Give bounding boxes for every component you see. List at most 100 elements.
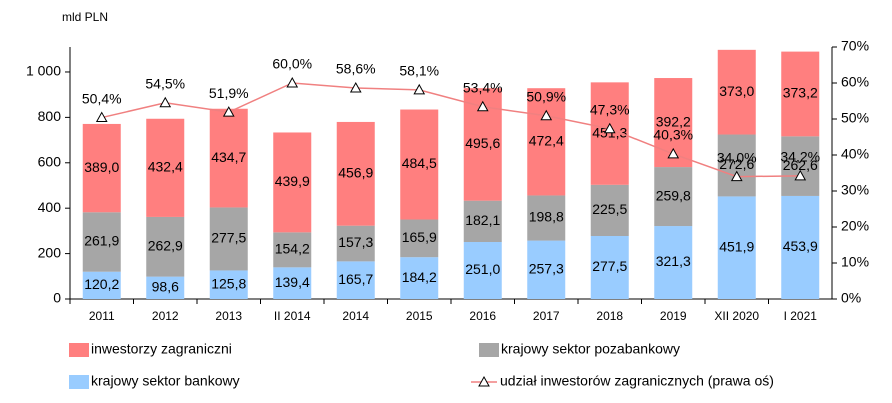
- line-value-label: 58,6%: [336, 61, 376, 77]
- line-marker: [95, 111, 108, 123]
- value-label: 125,8: [211, 275, 246, 291]
- bar-segment: [717, 49, 756, 135]
- bar-segment: [717, 134, 756, 197]
- value-label: 225,5: [592, 201, 627, 217]
- bar-segment: [527, 240, 566, 299]
- bar-segment: [336, 121, 375, 226]
- bar-segment: [146, 118, 185, 217]
- value-label: 154,2: [275, 241, 310, 257]
- line-value-label: 34,2%: [780, 149, 820, 165]
- line-value-label: 50,4%: [82, 90, 122, 106]
- value-label: 373,2: [783, 85, 818, 101]
- bar-segment: [82, 123, 121, 213]
- bar-segment: [400, 109, 439, 220]
- bar-segment: [146, 276, 185, 299]
- bar-segment: [273, 267, 312, 299]
- y-axis-label: mld PLN: [62, 10, 108, 24]
- bar-segment: [336, 225, 375, 262]
- value-label: 198,8: [529, 209, 564, 225]
- y2-tick-label: 70%: [841, 38, 869, 54]
- value-label: 262,9: [148, 237, 183, 253]
- x-tick-label: XII 2020: [714, 309, 759, 323]
- x-tick-label: 2017: [533, 309, 560, 323]
- value-label: 392,2: [656, 113, 691, 129]
- value-label: 98,6: [152, 279, 179, 295]
- bar-segment: [781, 136, 820, 196]
- line-value-label: 51,9%: [209, 85, 249, 101]
- line-marker: [222, 106, 235, 117]
- bar-segment: [82, 271, 121, 299]
- value-label: 451,9: [719, 238, 754, 254]
- value-label: 261,9: [84, 233, 119, 249]
- line-series: [101, 82, 801, 178]
- y2-tick-label: 0%: [841, 290, 861, 306]
- bar-segment: [146, 216, 185, 277]
- bar-segment: [273, 232, 312, 268]
- y-tick-label: 800: [38, 108, 62, 124]
- bar-segment: [463, 242, 502, 299]
- line-marker: [286, 76, 299, 88]
- bar-segment: [654, 226, 693, 299]
- line-value-label: 60,0%: [272, 56, 312, 72]
- y2-tick-label: 40%: [841, 146, 869, 162]
- value-label: 373,0: [719, 83, 754, 99]
- line-marker: [603, 122, 616, 134]
- x-tick-label: 2018: [596, 309, 623, 323]
- y-tick-label: 1 000: [26, 63, 61, 79]
- bar-segment: [527, 88, 566, 196]
- y2-tick-label: 60%: [841, 74, 869, 90]
- x-tick-label: II 2014: [274, 309, 311, 323]
- value-label: 182,1: [465, 212, 500, 228]
- value-label: 484,5: [402, 155, 437, 171]
- bar-segment: [717, 196, 756, 299]
- value-label: 259,8: [656, 187, 691, 203]
- line-value-label: 54,5%: [145, 76, 185, 92]
- line-marker: [540, 109, 553, 121]
- value-label: 456,9: [338, 165, 373, 181]
- value-label: 157,3: [338, 234, 373, 250]
- legend-label: krajowy sektor pozabankowy: [501, 341, 680, 357]
- x-tick-label: 2012: [152, 309, 179, 323]
- line-marker: [794, 169, 807, 181]
- bar-segment: [463, 200, 502, 243]
- line-value-label: 34,0%: [717, 149, 757, 165]
- legend-label: inwestorzy zagraniczni: [91, 341, 232, 357]
- line-marker: [349, 82, 362, 93]
- value-label: 165,9: [402, 229, 437, 245]
- value-label: 432,4: [148, 159, 183, 175]
- bar-segment: [82, 212, 121, 272]
- bar-segment: [400, 257, 439, 299]
- value-label: 251,0: [465, 261, 500, 277]
- bar-segment: [781, 195, 820, 299]
- line-marker: [476, 100, 489, 112]
- bar-segment: [273, 132, 312, 233]
- bar-segment: [209, 270, 248, 299]
- bar-segment: [654, 167, 693, 227]
- line-marker: [159, 96, 172, 108]
- x-tick-label: 2011: [89, 309, 115, 323]
- line-value-label: 50,9%: [526, 88, 566, 104]
- x-tick-label: 2019: [660, 309, 687, 323]
- value-label: 272,6: [719, 156, 754, 172]
- y-tick-label: 0: [53, 290, 61, 306]
- value-label: 262,6: [783, 157, 818, 173]
- x-tick-label: 2013: [215, 309, 242, 323]
- value-label: 257,3: [529, 260, 564, 276]
- value-label: 439,9: [275, 173, 310, 189]
- legend-swatch: [69, 343, 89, 357]
- bar-segment: [527, 195, 566, 241]
- y2-tick-label: 20%: [841, 218, 869, 234]
- y-tick-label: 600: [38, 153, 62, 169]
- x-tick-label: 2014: [342, 309, 369, 323]
- value-label: 120,2: [84, 276, 119, 292]
- x-tick-label: I 2021: [784, 309, 818, 323]
- value-label: 321,3: [656, 253, 691, 269]
- bar-segment: [209, 207, 248, 271]
- value-label: 495,6: [465, 135, 500, 151]
- value-label: 389,0: [84, 159, 119, 175]
- bar-segment: [400, 219, 439, 258]
- y-tick-label: 400: [38, 199, 62, 215]
- x-tick-label: 2016: [469, 309, 496, 323]
- legend-swatch: [479, 343, 499, 357]
